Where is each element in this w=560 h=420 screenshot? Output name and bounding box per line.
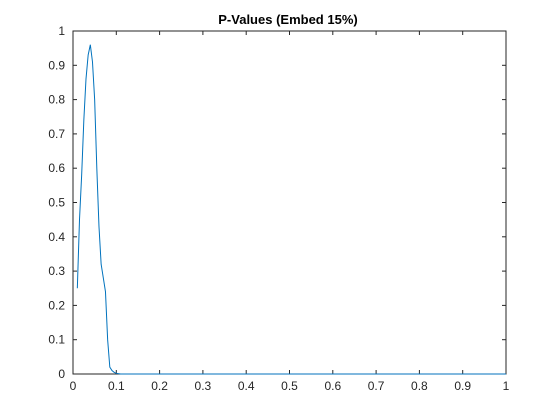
x-tick-label: 0.9 — [454, 379, 471, 393]
plot-area: 0 0.1 0.2 0.3 0.4 0.5 0.6 0.7 0.8 0.9 1 0 0.1 0.2 0.3… — [48, 24, 509, 393]
y-tick-label: 0 — [58, 367, 65, 381]
x-tick-label: 0.4 — [238, 379, 255, 393]
x-tick-label: 0.1 — [108, 379, 125, 393]
x-tick-label: 0.2 — [151, 379, 168, 393]
series-line-0 — [76, 44, 506, 375]
y-tick-label: 0.9 — [48, 58, 65, 72]
y-tick-label: 0.4 — [48, 230, 65, 244]
y-tick-label: 1 — [58, 24, 65, 38]
x-tick-label: 0.5 — [281, 379, 298, 393]
y-tick-label: 0.1 — [48, 333, 65, 347]
x-tick-label: 1 — [503, 379, 510, 393]
axes-box — [72, 30, 507, 375]
chart-title: P-Values (Embed 15%) — [218, 12, 357, 27]
y-tick-label: 0.5 — [48, 196, 65, 210]
x-tick-label: 0.7 — [368, 379, 385, 393]
y-axis: 0 0.1 0.2 0.3 0.4 0.5 0.6 0.7 0.8 0.9 1 — [48, 24, 506, 381]
y-tick-label: 0.2 — [48, 298, 65, 312]
y-tick-label: 0.6 — [48, 161, 65, 175]
y-tick-label: 0.3 — [48, 264, 65, 278]
series-group — [76, 44, 506, 375]
x-tick-label: 0 — [70, 379, 77, 393]
x-tick-label: 0.6 — [324, 379, 341, 393]
x-tick-label: 0.3 — [195, 379, 212, 393]
y-tick-label: 0.7 — [48, 127, 65, 141]
x-tick-label: 0.8 — [411, 379, 428, 393]
y-tick-label: 0.8 — [48, 93, 65, 107]
x-axis: 0 0.1 0.2 0.3 0.4 0.5 0.6 0.7 0.8 0.9 1 — [70, 31, 510, 393]
